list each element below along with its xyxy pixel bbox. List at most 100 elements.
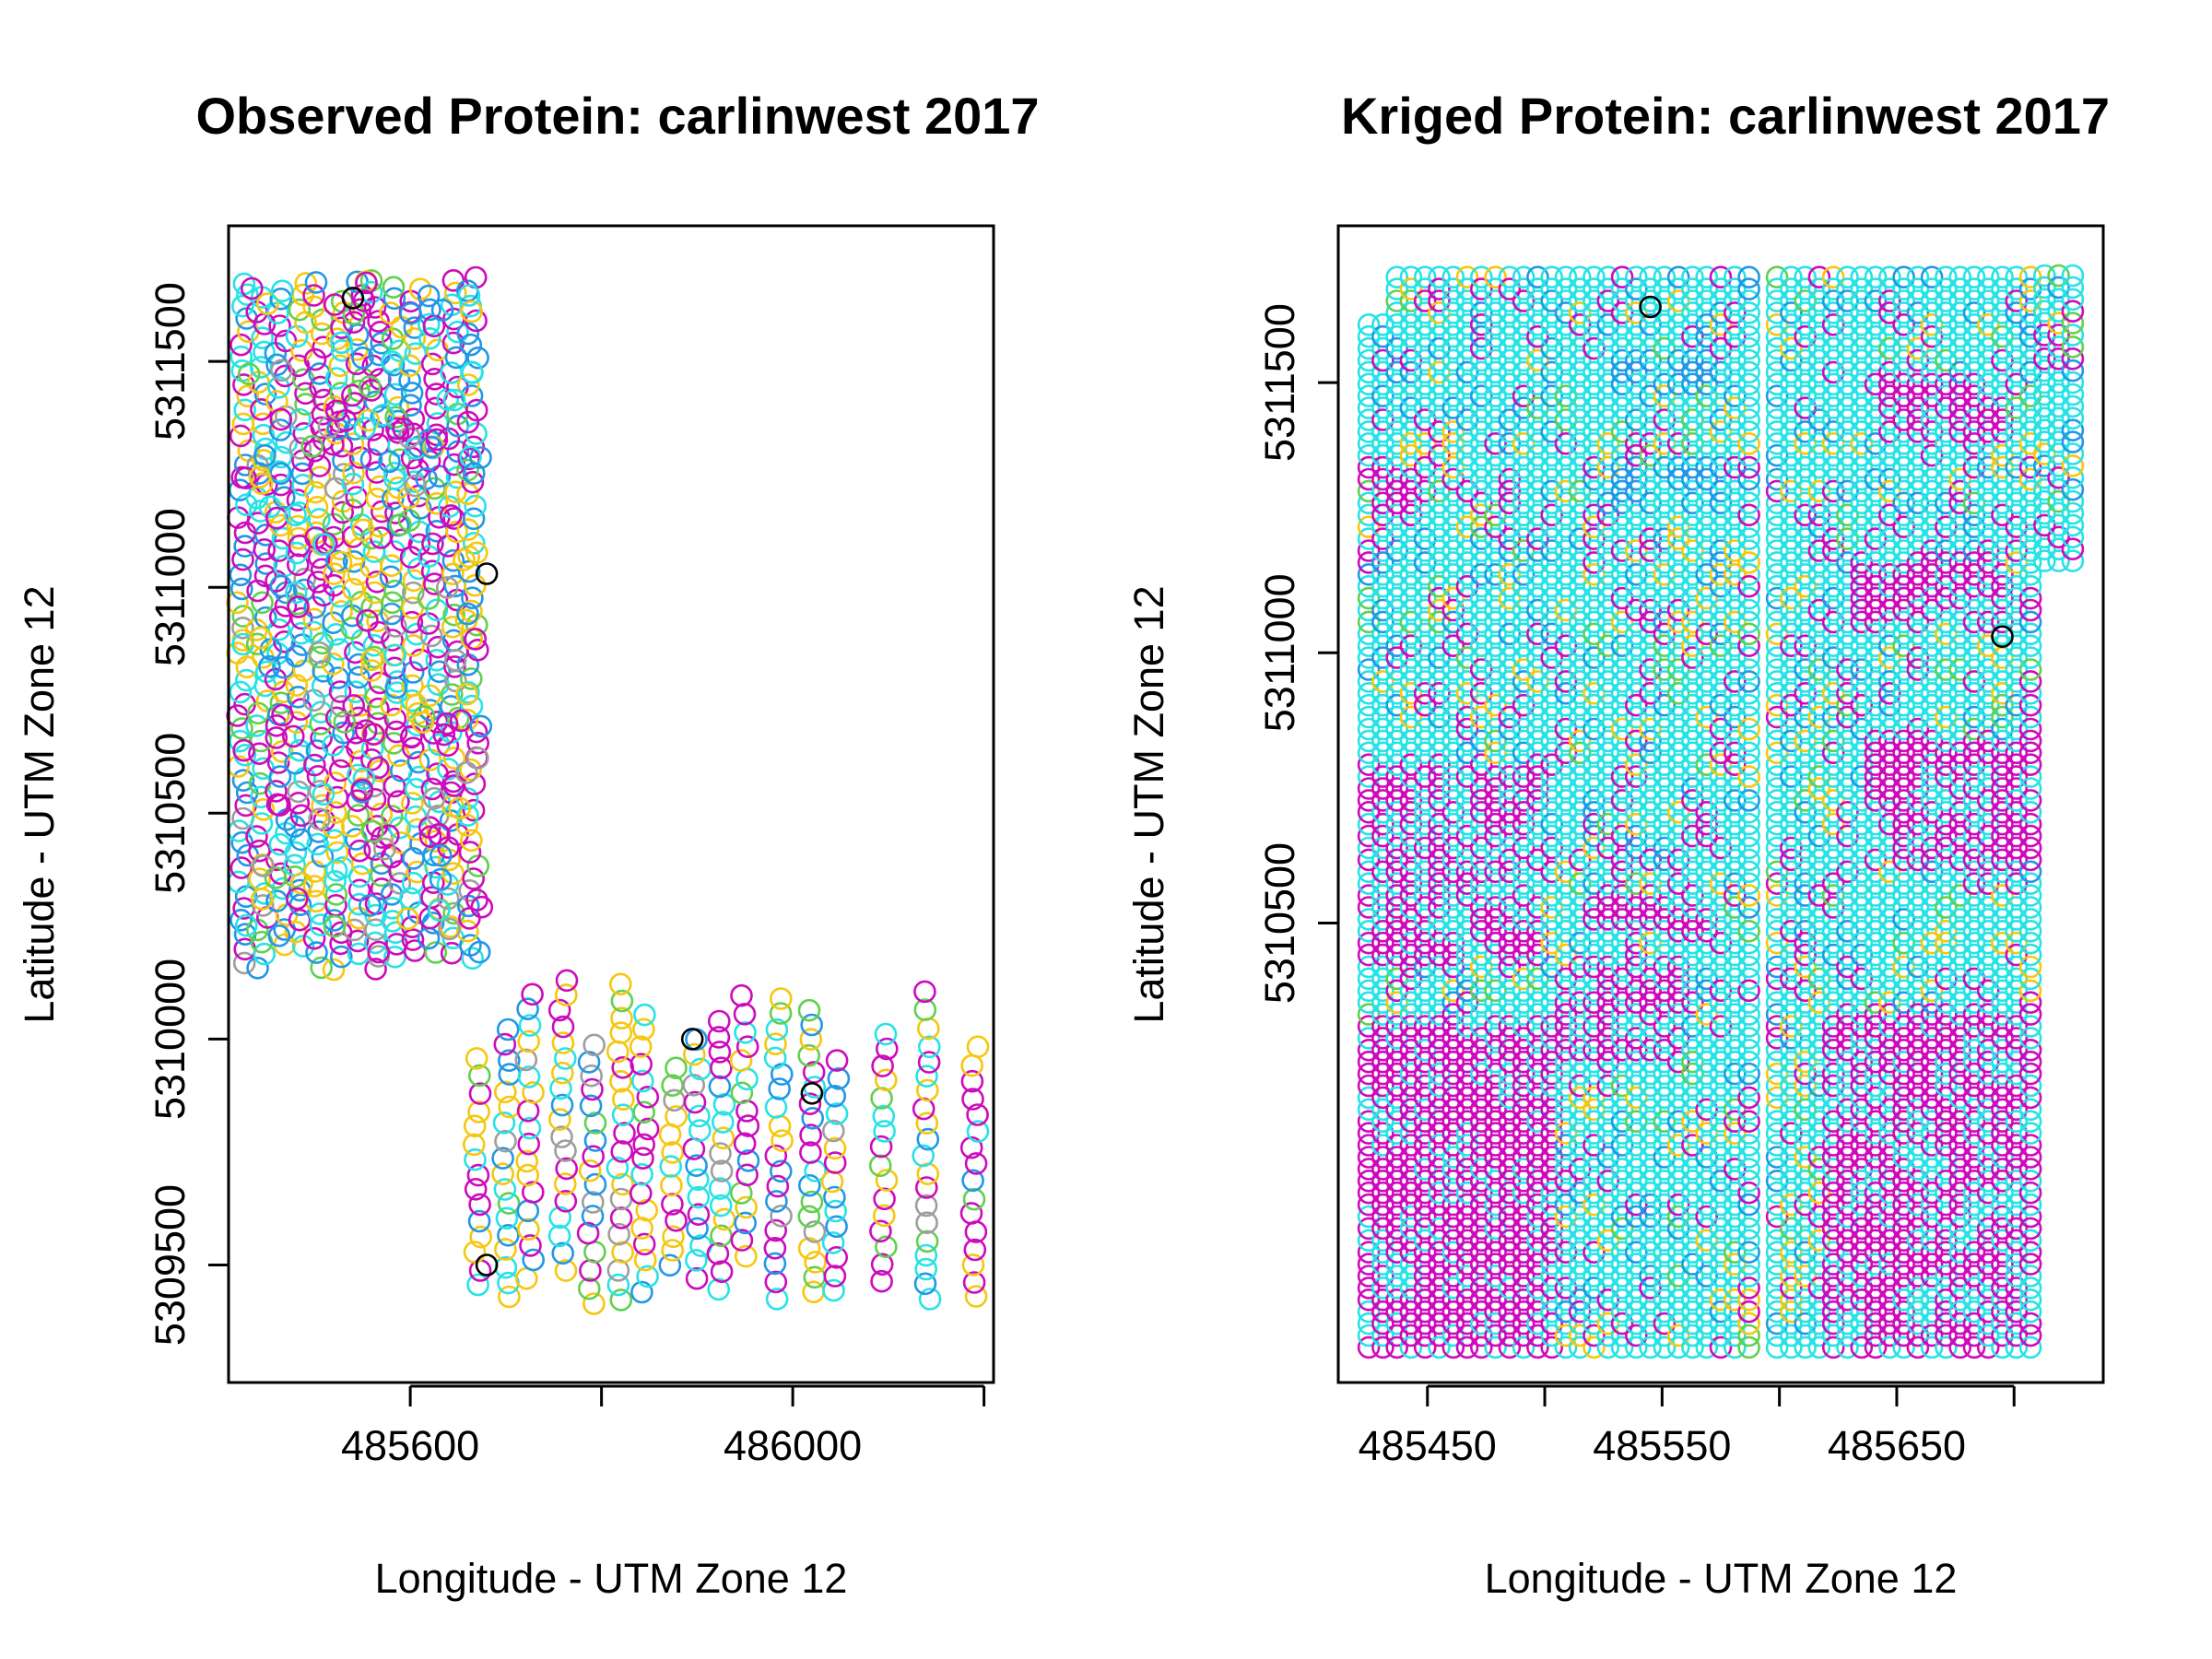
data-point xyxy=(577,1051,601,1074)
data-point xyxy=(415,467,438,490)
data-point xyxy=(1455,277,1479,300)
data-point xyxy=(1470,860,1493,884)
data-point xyxy=(1357,562,1381,586)
data-point xyxy=(1583,431,1606,455)
data-point xyxy=(1554,289,1578,312)
data-point xyxy=(396,907,419,931)
data-point xyxy=(253,564,277,588)
data-point xyxy=(1470,312,1493,336)
data-point xyxy=(1371,908,1394,931)
data-point xyxy=(1357,967,1381,991)
data-point xyxy=(1455,646,1479,669)
data-point xyxy=(1357,1015,1381,1038)
data-point xyxy=(1540,717,1563,741)
data-point xyxy=(1455,562,1479,586)
data-point xyxy=(1568,908,1592,931)
data-point xyxy=(1498,646,1522,669)
data-point xyxy=(1371,812,1394,836)
data-point xyxy=(1371,1181,1394,1205)
data-point xyxy=(1484,598,1507,622)
data-point xyxy=(1554,1288,1578,1312)
data-point xyxy=(1596,884,1620,907)
data-point xyxy=(1385,491,1408,515)
data-point xyxy=(1428,705,1451,729)
data-point xyxy=(1385,396,1408,419)
data-point xyxy=(1737,420,1760,443)
data-point xyxy=(1441,1265,1465,1288)
data-point xyxy=(1526,539,1549,562)
data-point xyxy=(1583,836,1606,860)
data-point xyxy=(1441,1122,1465,1145)
data-point xyxy=(1455,741,1479,765)
data-point xyxy=(1428,551,1451,574)
y-tick-label: 5311000 xyxy=(147,508,194,666)
data-point xyxy=(1371,479,1394,503)
data-point xyxy=(1484,1062,1507,1086)
data-point xyxy=(1583,753,1606,777)
data-point xyxy=(1737,1217,1760,1241)
data-point xyxy=(1484,467,1507,491)
data-point xyxy=(1512,872,1535,896)
data-point xyxy=(269,407,293,431)
data-point xyxy=(1413,1229,1437,1253)
data-point xyxy=(253,340,276,364)
data-point xyxy=(1371,1229,1394,1253)
data-point xyxy=(1596,872,1620,896)
data-point xyxy=(1385,765,1408,788)
data-point xyxy=(1498,1217,1522,1241)
data-point xyxy=(1385,705,1408,729)
data-point xyxy=(1371,896,1394,919)
data-point xyxy=(1512,1062,1535,1086)
data-point xyxy=(769,1002,793,1025)
data-point xyxy=(1470,1324,1493,1347)
data-point xyxy=(1455,908,1479,931)
data-point xyxy=(1568,634,1592,658)
data-point xyxy=(323,914,347,938)
data-point xyxy=(1470,872,1493,896)
data-point xyxy=(248,839,271,863)
data-point xyxy=(1568,408,1592,431)
data-point xyxy=(1583,1300,1606,1324)
data-point xyxy=(408,648,432,672)
data-point xyxy=(322,958,346,982)
data-point xyxy=(1455,1193,1479,1217)
data-point xyxy=(1498,527,1522,550)
data-point xyxy=(1385,539,1408,562)
data-point xyxy=(400,610,424,634)
data-point xyxy=(1357,943,1381,967)
data-point xyxy=(1385,789,1408,812)
data-point xyxy=(1385,753,1408,777)
data-point xyxy=(444,346,468,370)
data-point xyxy=(1371,1110,1394,1133)
data-point xyxy=(1371,1193,1394,1217)
data-point xyxy=(1512,955,1535,979)
data-point xyxy=(1357,848,1381,872)
data-point xyxy=(1540,622,1563,646)
data-point xyxy=(554,1190,578,1213)
data-point xyxy=(1455,1265,1479,1288)
data-point xyxy=(1385,1086,1408,1110)
data-point xyxy=(869,1135,893,1159)
data-point xyxy=(1568,1146,1592,1169)
data-point xyxy=(1413,991,1437,1014)
data-point xyxy=(707,1009,731,1033)
data-point xyxy=(1610,1039,1634,1062)
data-point xyxy=(1470,1335,1493,1359)
data-point xyxy=(823,1085,847,1108)
data-point xyxy=(1455,348,1479,372)
data-point xyxy=(1428,1050,1451,1074)
data-point xyxy=(1399,1241,1423,1264)
data-point xyxy=(517,1030,541,1053)
data-point xyxy=(1610,1015,1634,1038)
data-point xyxy=(1357,610,1381,634)
data-point xyxy=(630,1163,653,1186)
data-point xyxy=(1554,931,1578,955)
data-point xyxy=(521,1181,545,1204)
data-point xyxy=(1512,1122,1535,1145)
data-point xyxy=(1526,872,1549,896)
data-point xyxy=(421,912,445,935)
data-point xyxy=(1554,527,1578,550)
data-point xyxy=(579,1094,603,1118)
data-point xyxy=(1484,693,1507,717)
data-point xyxy=(1385,1288,1408,1312)
